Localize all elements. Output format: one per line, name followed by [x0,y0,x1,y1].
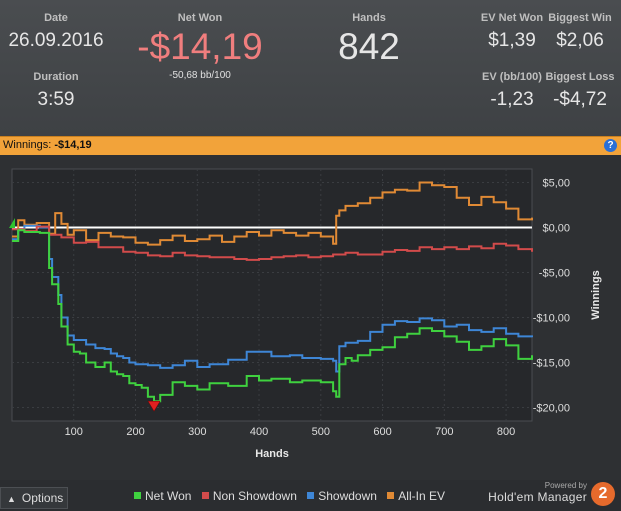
legend-label-all-in-ev: All-In EV [398,489,445,503]
hands-stat: Hands 842 [310,12,428,68]
y-tick-label: -$10,00 [533,313,570,325]
series-line-all-in-ev [12,181,533,246]
biggest-win-label: Biggest Win [548,12,612,24]
winnings-title-value: -$14,19 [54,139,92,151]
x-axis-label: Hands [255,448,289,460]
stats-panel: Date 26.09.2016 Duration 3:59 Net Won -$… [0,0,621,136]
series-lines [12,181,533,403]
winnings-chart: 100 200 300 400 500 600 700 800 $5,00 $0,00 -$5,0… [0,155,621,480]
y-ticks: $5,00 $0,00 -$5,00 -$10,00 -$15,00 -$20,00 [533,178,570,415]
duration-stat: Duration 3:59 [0,71,112,111]
legend-item-showdown[interactable]: Showdown [307,489,377,503]
chart-legend: Net Won Non Showdown Showdown All-In EV [134,489,452,503]
x-tick-label: 200 [126,426,144,438]
markers [9,218,161,412]
ev-net-won-value: $1,39 [488,30,536,51]
y-axis-label: Winnings [590,270,602,319]
net-won-bb100: -50,68 bb/100 [169,70,231,81]
max-marker-icon [9,218,15,228]
winnings-chart-svg: 100 200 300 400 500 600 700 800 $5,00 $0,00 -$5,0… [9,168,602,460]
showdown-swatch [307,492,315,500]
biggest-win-stat: Biggest Win $2,06 [544,12,616,52]
options-button[interactable]: ▲ Options [0,487,68,509]
plot-area [11,168,533,422]
legend-label-non-showdown: Non Showdown [212,489,297,503]
date-stat: Date 26.09.2016 [0,12,112,52]
x-tick-label: 100 [65,426,83,438]
ev-bb100-label: EV (bb/100) [482,71,542,83]
min-marker-icon [147,400,161,412]
options-label: Options [21,491,64,505]
net-won-label: Net Won [177,12,223,24]
legend-item-net-won[interactable]: Net Won [134,489,191,503]
y-tick-label: -$5,00 [539,268,570,280]
legend-item-non-showdown[interactable]: Non Showdown [201,489,297,503]
hands-value: 842 [338,26,400,67]
ev-net-won-stat: EV Net Won $1,39 [476,12,548,52]
brand: Powered by Hold'em Manager [488,481,587,504]
winnings-title-bar: Winnings: -$14,19 ? [0,136,621,155]
series-line-net-won [12,229,533,403]
ev-net-won-label: EV Net Won [480,12,544,24]
biggest-loss-value: -$4,72 [553,89,607,110]
legend-label-showdown: Showdown [318,489,377,503]
all-in-ev-swatch [387,492,395,500]
x-tick-label: 500 [312,426,330,438]
net-won-swatch [134,492,141,500]
biggest-loss-label: Biggest Loss [545,71,615,83]
biggest-loss-stat: Biggest Loss -$4,72 [544,71,616,111]
date-label: Date [44,12,68,24]
x-tick-label: 700 [435,426,453,438]
series-line-showdown [12,224,533,373]
hm2-logo-icon: 2 [591,482,615,506]
powered-by-text: Powered by [544,481,587,490]
caret-up-icon: ▲ [7,494,16,504]
x-ticks: 100 200 300 400 500 600 700 800 [65,426,516,438]
series-line-non-showdown [12,225,533,261]
legend-item-all-in-ev[interactable]: All-In EV [387,489,445,503]
ev-bb100-stat: EV (bb/100) -1,23 [476,71,548,111]
date-value: 26.09.2016 [8,30,104,51]
hands-label: Hands [352,12,386,24]
y-tick-label: -$15,00 [533,358,570,370]
winnings-title-label: Winnings: [3,139,52,151]
biggest-win-value: $2,06 [556,30,604,51]
y-tick-label: $5,00 [542,178,570,190]
winnings-title: Winnings: -$14,19 [3,139,92,151]
legend-label-net-won: Net Won [145,489,192,503]
x-tick-label: 400 [250,426,268,438]
help-icon[interactable]: ? [604,139,617,152]
non-showdown-swatch [201,492,209,500]
x-tick-label: 800 [497,426,515,438]
x-tick-label: 300 [188,426,206,438]
brand-name: Hold'em Manager [488,490,587,504]
grid [12,169,532,421]
y-tick-label: $0,00 [542,223,570,235]
footer-bar: ▲ Options Net Won Non Showdown Showdown A… [0,480,621,511]
duration-label: Duration [33,71,79,83]
ev-bb100-value: -1,23 [490,89,534,110]
net-won-stat: Net Won -$14,19 -50,68 bb/100 [120,12,280,81]
duration-value: 3:59 [37,89,75,110]
y-tick-label: -$20,00 [533,403,570,415]
x-tick-label: 600 [373,426,391,438]
net-won-value: -$14,19 [137,26,263,67]
